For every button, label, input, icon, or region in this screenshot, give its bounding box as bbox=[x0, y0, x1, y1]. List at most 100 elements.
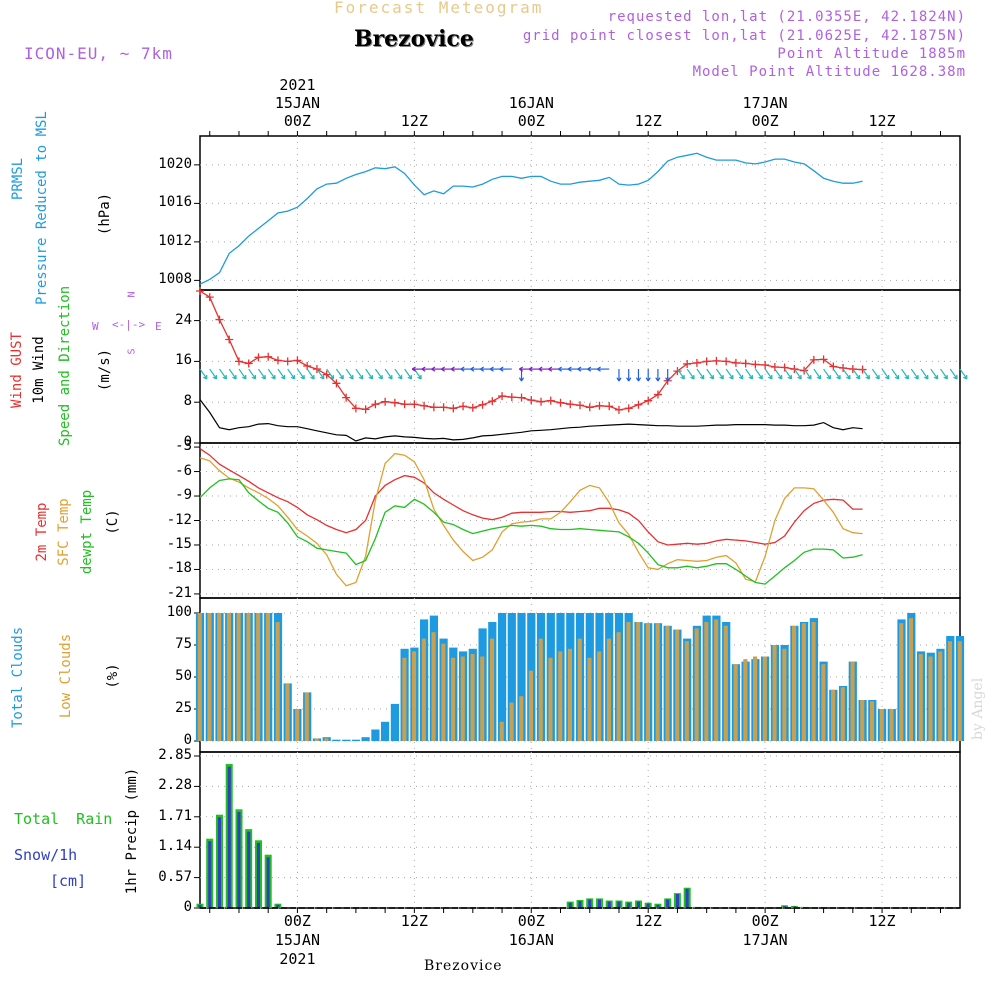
wind-direction-arrow bbox=[881, 368, 890, 380]
total-cloud-bar bbox=[342, 739, 351, 741]
low-cloud-bar bbox=[957, 641, 962, 741]
wind-direction-arrow bbox=[665, 369, 671, 382]
total-rain-label: Total Rain bbox=[14, 810, 113, 828]
wind-direction-arrow bbox=[784, 368, 793, 380]
low-cloud-bar bbox=[499, 721, 504, 741]
low-cloud-bar bbox=[528, 670, 533, 741]
wind-direction-arrow bbox=[891, 368, 900, 380]
total-cloud-bar bbox=[381, 721, 390, 741]
gust-marker bbox=[546, 396, 555, 405]
wind-direction-arrow bbox=[735, 368, 744, 380]
gust-marker bbox=[595, 401, 604, 410]
low-cloud-bar bbox=[831, 689, 836, 741]
snow-bar bbox=[568, 902, 572, 908]
low-cloud-bar bbox=[762, 656, 767, 741]
wind-direction-arrow bbox=[871, 368, 880, 380]
wind-direction-arrow bbox=[823, 368, 832, 380]
precip-panel-frame bbox=[199, 751, 961, 909]
snow-bar bbox=[656, 904, 660, 908]
wind-direction-arrow bbox=[686, 368, 695, 380]
compass-arrows: <-|-> bbox=[112, 318, 146, 331]
wind-direction-arrow bbox=[635, 369, 642, 382]
gust-marker bbox=[751, 360, 760, 369]
gust-marker bbox=[361, 405, 370, 414]
snow-bar bbox=[627, 902, 631, 908]
gust-marker bbox=[429, 403, 438, 412]
snow-bar bbox=[617, 901, 621, 908]
wind-direction-arrow bbox=[655, 369, 661, 382]
model-point-altitude: Model Point Altitude 1628.38m bbox=[692, 64, 966, 80]
wind-gust-label: Wind GUST bbox=[9, 332, 25, 408]
gust-marker bbox=[712, 356, 721, 365]
gust-marker bbox=[351, 404, 360, 413]
low-cloud-bar bbox=[821, 664, 826, 741]
gust-marker bbox=[576, 401, 584, 410]
gust-marker bbox=[283, 357, 292, 366]
low-cloud-bar bbox=[792, 625, 797, 741]
wind-direction-arrow bbox=[706, 368, 715, 380]
low-cloud-bar bbox=[733, 664, 738, 741]
wind-direction-arrow bbox=[228, 368, 237, 380]
time-label-top: 2021 bbox=[279, 76, 316, 94]
gust-marker bbox=[683, 359, 692, 368]
temp-ytick-label: -15 bbox=[166, 535, 192, 552]
pressure-ytick-label: 1016 bbox=[158, 194, 192, 211]
wind-direction-arrow bbox=[626, 369, 632, 382]
wind-direction-arrow bbox=[764, 368, 773, 380]
gust-marker bbox=[634, 400, 643, 409]
wind10m-line bbox=[199, 399, 863, 442]
gust-marker bbox=[478, 400, 487, 409]
grid-point-coords: grid point closest lon,lat (21.0625E, 42… bbox=[522, 28, 966, 44]
low-cloud-bar bbox=[714, 619, 719, 741]
gust-marker bbox=[624, 404, 633, 413]
total-cloud-bar bbox=[390, 703, 399, 741]
gust-marker bbox=[507, 393, 516, 402]
snow-bar bbox=[675, 894, 679, 908]
low-cloud-bar bbox=[782, 648, 787, 741]
gust-marker bbox=[244, 359, 253, 368]
pressure-line bbox=[199, 152, 863, 285]
gust-marker bbox=[215, 315, 224, 324]
wind-ytick-label: 24 bbox=[175, 311, 192, 328]
clouds-ytick-label: 100 bbox=[166, 604, 192, 620]
low-cloud-bar bbox=[655, 623, 660, 741]
low-cloud-bar bbox=[587, 657, 592, 741]
low-cloud-bar bbox=[509, 702, 514, 741]
time-label-bottom: 12Z bbox=[634, 912, 662, 930]
low-cloud-bar bbox=[460, 656, 465, 741]
low-cloud-bar bbox=[636, 622, 641, 741]
wind-direction-arrow bbox=[267, 368, 276, 380]
gust-marker bbox=[322, 370, 331, 379]
low-cloud-bar bbox=[304, 692, 309, 741]
gust-marker bbox=[196, 287, 204, 296]
low-cloud-bar bbox=[421, 638, 426, 741]
low-cloud-bar bbox=[295, 709, 300, 741]
gust-marker bbox=[400, 400, 409, 409]
low-cloud-bar bbox=[265, 613, 270, 741]
low-cloud-bar bbox=[324, 738, 329, 741]
pressure-ytick-label: 1020 bbox=[158, 155, 192, 172]
gust-marker bbox=[673, 367, 682, 376]
low-cloud-bar bbox=[860, 700, 865, 741]
time-label-bottom: 12Z bbox=[868, 912, 896, 930]
wind-direction-arrow bbox=[901, 368, 909, 380]
total-cloud-bar bbox=[361, 737, 370, 741]
snow-bar bbox=[607, 901, 611, 908]
time-label-bottom: 17JAN bbox=[742, 931, 788, 949]
snow-bar bbox=[646, 903, 650, 908]
gust-marker bbox=[722, 357, 731, 366]
ms-unit-label: (m/s) bbox=[97, 348, 113, 392]
low-cloud-bar bbox=[772, 645, 777, 741]
gust-marker bbox=[439, 403, 448, 412]
gust-marker bbox=[605, 402, 614, 411]
precip-ytick-label: 0 bbox=[183, 899, 192, 915]
point-altitude: Point Altitude 1885m bbox=[777, 46, 966, 62]
low-cloud-bar bbox=[918, 654, 923, 741]
gust-marker bbox=[761, 360, 770, 369]
low-cloud-bar bbox=[801, 623, 806, 741]
wind-direction-arrow bbox=[696, 368, 705, 380]
low-cloud-bar bbox=[402, 657, 407, 741]
gust-marker bbox=[741, 359, 750, 368]
gust-marker bbox=[254, 353, 263, 362]
